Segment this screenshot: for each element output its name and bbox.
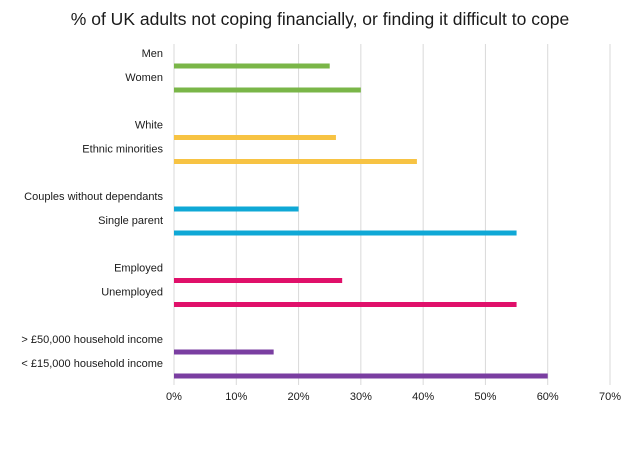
x-tick-label: 10% (225, 391, 247, 403)
x-tick-label: 0% (166, 391, 182, 403)
category-label: Unemployed (101, 287, 163, 299)
category-label: Single parent (98, 215, 163, 227)
x-tick-label: 20% (288, 391, 310, 403)
x-tick-label: 30% (350, 391, 372, 403)
category-label: Women (125, 72, 163, 84)
x-tick-label: 40% (412, 391, 434, 403)
x-tick-label: 50% (474, 391, 496, 403)
x-tick-label: 70% (599, 391, 621, 403)
category-label: Men (142, 48, 163, 60)
chart-title: % of UK adults not coping financially, o… (70, 9, 570, 29)
category-label: Ethnic minorities (82, 144, 163, 156)
category-label: > £50,000 household income (21, 334, 163, 346)
x-tick-label: 60% (537, 391, 559, 403)
category-label: Couples without dependants (24, 191, 163, 203)
category-label: < £15,000 household income (21, 358, 163, 370)
category-label: White (135, 120, 163, 132)
category-label: Employed (114, 263, 163, 275)
